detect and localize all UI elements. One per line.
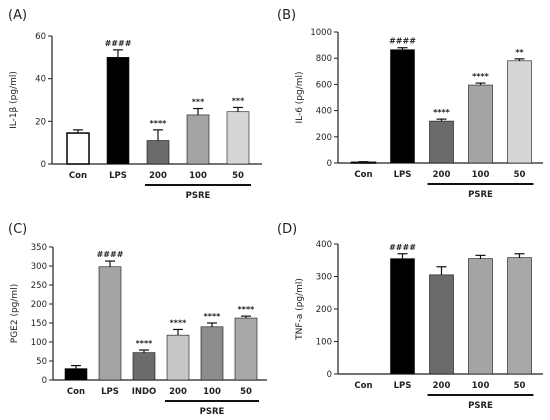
y-tick-label: 400 [316,107,332,117]
y-tick-label: 100 [31,338,47,348]
x-tick-label: LPS [101,387,119,397]
bar [468,84,493,164]
y-tick-label: 1000 [310,28,332,38]
x-tick-label: 100 [189,171,207,181]
y-tick-label: 0 [42,376,47,386]
y-tick-label: 0 [327,370,332,380]
chart-panel-d: (D) 0 100 200 300 400 TNF-a (pg/ml) Con #### LPS… [275,210,550,420]
chart-c-svg: 0 50 100 150 200 250 300 350 PGE2 (pg/ml) Con ####… [10,243,267,417]
significance-label: ** [515,48,524,57]
bar [390,258,415,375]
y-tick-label: 20 [35,117,46,127]
x-tick-label: 100 [203,387,221,397]
significance-label: **** [472,72,490,81]
y-tick-label: 100 [316,338,332,348]
x-tick-label: LPS [109,171,127,181]
y-tick-label: 300 [316,273,332,283]
group-label: PSRE [200,407,225,417]
significance-label: **** [136,339,154,348]
chart-panel-b: (B) 0 200 400 600 800 1000 IL-6 (pg/ml) Con ####… [275,0,550,210]
y-tick-label: 200 [316,305,332,315]
bar [350,161,377,164]
x-tick-label: Con [354,170,372,180]
x-tick-label: 200 [149,171,167,181]
y-axis-title: IL-1β (pg/ml) [9,71,19,129]
y-tick-label: 150 [31,319,47,329]
chart-b-svg: 0 200 400 600 800 1000 IL-6 (pg/ml) Con #### LPS *… [295,28,543,200]
x-tick-label: LPS [394,170,412,180]
chart-panel-c: (C) 0 50 100 150 200 250 300 350 PGE2 (pg/ml) Con… [0,210,275,420]
group-label: PSRE [186,191,211,201]
x-tick-label: 200 [433,170,451,180]
y-tick-label: 250 [31,281,47,291]
y-axis-title: PGE2 (pg/ml) [10,284,20,343]
y-tick-label: 300 [31,262,47,272]
bar [64,368,88,381]
bar [98,266,122,381]
significance-label: **** [238,305,256,314]
x-tick-label: 50 [514,170,526,180]
bar [429,120,454,164]
y-tick-label: 350 [31,243,47,253]
significance-label: **** [150,119,168,128]
bar [200,326,224,381]
significance-label: #### [97,250,124,259]
x-tick-label: 100 [472,170,490,180]
bar [226,111,250,165]
group-label: PSRE [468,190,493,200]
x-tick-label: Con [354,381,372,391]
bar [66,132,90,165]
bar [507,257,532,375]
significance-label: **** [204,312,222,321]
panel-letter: (D) [277,222,298,237]
bar [106,57,130,165]
x-tick-label: 50 [232,171,244,181]
bar [166,334,190,381]
x-tick-label: 100 [472,381,490,391]
x-tick-label: Con [69,171,87,181]
y-tick-label: 60 [35,32,46,42]
x-tick-label: 50 [514,381,526,391]
bar [468,258,493,375]
x-tick-label: INDO [132,387,157,397]
panel-letter: (B) [277,8,297,23]
bar [507,60,532,164]
significance-label: **** [170,318,188,327]
significance-label: *** [232,96,245,105]
y-tick-label: 200 [316,133,332,143]
panel-letter: (A) [8,8,28,23]
bar [132,352,156,381]
x-tick-label: 200 [433,381,451,391]
y-tick-label: 40 [35,75,46,85]
chart-panel-a: (A) 0 20 40 60 IL-1β (pg/ml) Con #### LPS **** 20… [0,0,275,210]
significance-label: #### [389,243,416,252]
bar [390,49,415,164]
panel-letter: (C) [8,222,28,237]
chart-d-svg: 0 100 200 300 400 TNF-a (pg/ml) Con #### LPS 200 1… [295,240,543,411]
x-tick-label: 200 [169,387,187,397]
y-tick-label: 0 [327,159,332,169]
y-tick-label: 800 [316,54,332,64]
significance-label: #### [389,37,416,46]
significance-label: **** [433,108,451,117]
y-tick-label: 50 [36,357,47,367]
bar [186,114,210,165]
bar [146,140,170,165]
bar [429,274,454,375]
bar [234,317,258,381]
y-tick-label: 0 [41,160,46,170]
y-tick-label: 200 [31,300,47,310]
y-axis-title: IL-6 (pg/ml) [295,71,305,123]
y-tick-label: 600 [316,80,332,90]
y-axis-title: TNF-a (pg/ml) [295,278,305,341]
significance-label: *** [192,98,205,107]
significance-label: #### [105,39,132,48]
x-tick-label: Con [67,387,85,397]
group-label: PSRE [468,401,493,411]
chart-a-svg: 0 20 40 60 IL-1β (pg/ml) Con #### LPS **** 200 ***… [9,32,262,201]
y-tick-label: 400 [316,240,332,250]
x-tick-label: 50 [240,387,252,397]
x-tick-label: LPS [394,381,412,391]
